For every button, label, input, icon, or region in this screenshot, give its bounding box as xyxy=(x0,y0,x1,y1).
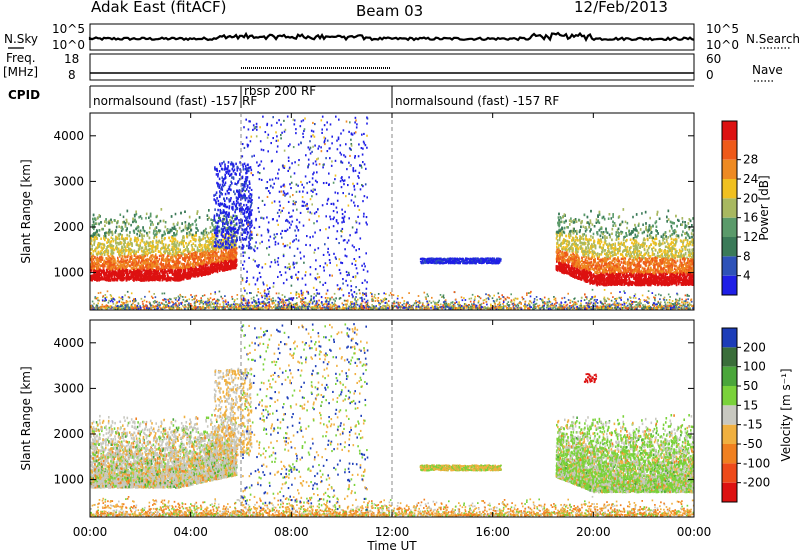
colorbar-tick-label: 50 xyxy=(743,379,758,393)
colorbar-tick-label: -200 xyxy=(743,476,770,490)
y-tick-label: 2000 xyxy=(53,427,84,441)
x-tick-label: 08:00 xyxy=(274,525,309,539)
freq-panel xyxy=(89,53,695,81)
colorbar-tick-label: 200 xyxy=(743,340,766,354)
nsearch-tick-bottom: 10^0 xyxy=(706,38,739,52)
nave-tick-top: 60 xyxy=(706,52,721,66)
x-tick-label: 12:00 xyxy=(375,525,410,539)
colorbar-swatch xyxy=(722,405,737,425)
y-tick-label: 3000 xyxy=(53,174,84,188)
y-axis-label: Slant Range [km] xyxy=(19,159,33,263)
x-tick-label: 20:00 xyxy=(576,525,611,539)
nsky-tick-top: 10^5 xyxy=(52,22,85,36)
nsky-trace xyxy=(88,31,695,43)
colorbar-swatch xyxy=(722,366,737,386)
colorbar-swatch xyxy=(722,328,737,348)
colorbar-swatch xyxy=(722,444,737,464)
station-title: Adak East (fitACF) xyxy=(91,0,226,16)
colorbar-tick-label: 15 xyxy=(743,398,758,412)
cpid-segment-label: rbsp 200 RF xyxy=(244,84,316,98)
colorbar-tick-label: 28 xyxy=(743,153,758,167)
nsky-panel xyxy=(89,23,695,51)
colorbar-swatch xyxy=(722,121,737,141)
freq-label: Freq. xyxy=(6,51,36,65)
colorbar-swatch xyxy=(722,275,737,295)
colorbar-label: Velocity [m s⁻¹] xyxy=(779,368,793,461)
nsky-label: N.Sky xyxy=(4,32,38,46)
nsky-tick-bottom: 10^0 xyxy=(52,38,85,52)
nave-label: Nave xyxy=(752,63,783,77)
colorbar-swatch xyxy=(722,237,737,257)
y-tick-label: 3000 xyxy=(53,381,84,395)
x-tick-label: 00:00 xyxy=(677,525,712,539)
y-tick-label: 1000 xyxy=(53,266,84,280)
y-tick-label: 2000 xyxy=(53,220,84,234)
nsearch-label: N.Search xyxy=(746,32,800,46)
cpid-label: CPID xyxy=(8,88,40,102)
colorbar-tick-label: -100 xyxy=(743,456,770,470)
colorbar-tick-label: 24 xyxy=(743,172,758,186)
colorbar-swatch xyxy=(722,256,737,276)
y-axis-label: Slant Range [km] xyxy=(19,366,33,470)
colorbar-label: Power [dB] xyxy=(757,175,771,240)
freq-tick-bottom: 8 xyxy=(68,68,76,82)
x-tick-label: 16:00 xyxy=(475,525,510,539)
colorbar-swatch xyxy=(722,159,737,179)
colorbar: 4 8 12 16 20 24 28 Power [dB] xyxy=(721,120,771,296)
colorbar: 200 100 50 15 -15 -50 -100 -200 Velocity [m s⁻¹] xyxy=(721,327,793,503)
colorbar-swatch xyxy=(722,482,737,502)
colorbar-tick-label: 20 xyxy=(743,191,758,205)
y-tick-label: 4000 xyxy=(53,129,84,143)
time-axis-labels: 00:00 04:00 08:00 12:00 16:00 20:00 00:00 xyxy=(73,525,712,539)
cpid-segment-label: normalsound (fast) -157 RF xyxy=(93,94,257,108)
colorbar-tick-label: -15 xyxy=(743,418,763,432)
power-panel: 1000 2000 3000 4000 Slant Range [km] 4 8 12 16 20… xyxy=(19,112,771,311)
freq-unit: [MHz] xyxy=(3,65,38,79)
cpid-segment-label: normalsound (fast) -157 RF xyxy=(395,94,559,108)
beam-label: Beam 03 xyxy=(356,2,423,20)
nsearch-tick-top: 10^5 xyxy=(706,22,739,36)
colorbar-swatch xyxy=(722,198,737,218)
colorbar-tick-label: 4 xyxy=(743,269,751,283)
colorbar-tick-label: 16 xyxy=(743,211,758,225)
colorbar-tick-label: 100 xyxy=(743,360,766,374)
freq-tick-top: 18 xyxy=(64,52,79,66)
scatter-cells xyxy=(90,115,694,310)
x-axis-title: Time UT xyxy=(366,539,417,553)
colorbar-swatch xyxy=(722,140,737,160)
colorbar-tick-label: 12 xyxy=(743,230,758,244)
colorbar-swatch xyxy=(722,217,737,237)
y-tick-label: 1000 xyxy=(53,473,84,487)
nave-tick-bottom: 0 xyxy=(706,68,714,82)
colorbar-swatch xyxy=(722,424,737,444)
colorbar-swatch xyxy=(722,179,737,199)
scatter-cells xyxy=(90,323,694,517)
colorbar-swatch xyxy=(722,386,737,406)
x-tick-label: 00:00 xyxy=(73,525,108,539)
colorbar-tick-label: -50 xyxy=(743,437,763,451)
date-label: 12/Feb/2013 xyxy=(574,0,668,16)
x-tick-label: 04:00 xyxy=(173,525,208,539)
colorbar-tick-label: 8 xyxy=(743,249,751,263)
colorbar-swatch xyxy=(722,347,737,367)
y-tick-label: 4000 xyxy=(53,336,84,350)
colorbar-swatch xyxy=(722,463,737,483)
velocity-panel: 1000 2000 3000 4000 Slant Range [km] 200 100 50… xyxy=(19,319,793,518)
